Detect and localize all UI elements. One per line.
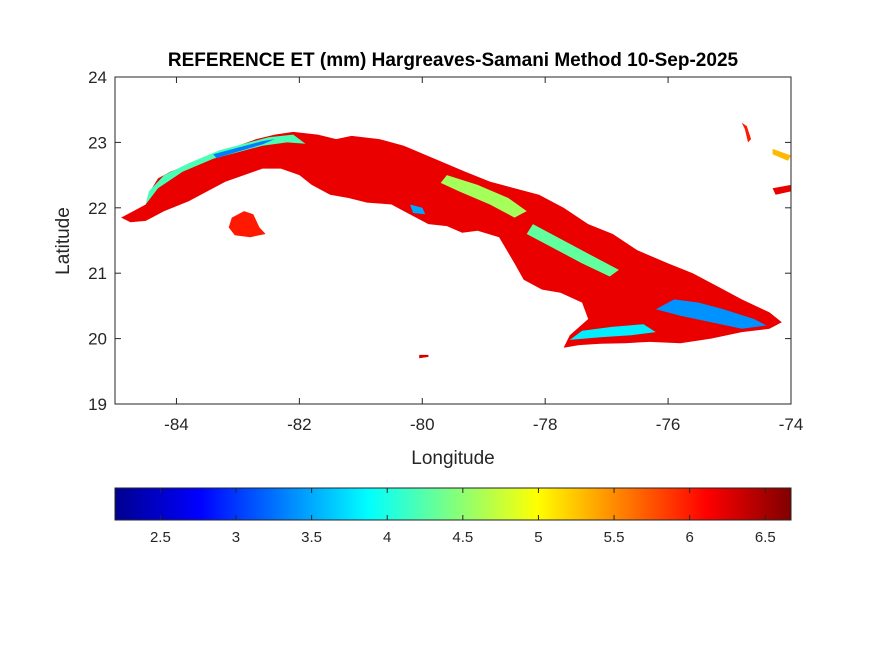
region-sierra-maestra-cool [569,324,656,340]
region-northwest-coast-coolest [213,139,275,159]
x-tick-label: -78 [533,415,558,434]
x-axis-ticks: -84 -82 -80 -78 -76 -74 [164,77,803,434]
colorbar-tick-label: 3.5 [301,529,322,546]
y-tick-label: 23 [88,133,107,152]
region-eastern-mountains-cool [655,299,767,329]
y-tick-label: 20 [88,330,107,349]
colorbar-tick-label: 5.5 [604,529,625,546]
y-tick-label: 24 [88,68,107,87]
x-axis-label: Longitude [411,448,494,469]
x-tick-label: -82 [287,415,312,434]
colorbar-ticks: 2.5 3 3.5 4 4.5 5 5.5 6 6.5 [150,488,776,546]
plot-area [115,77,791,404]
y-axis-label: Latitude [53,207,74,275]
region-south-small-cay [419,354,429,359]
region-northwest-coast-cool-band [145,134,306,205]
region-central-north-cool [440,175,527,218]
colorbar-tick-label: 4.5 [452,529,473,546]
x-tick-label: -76 [656,415,681,434]
region-isla-de-la-juventud [228,211,266,238]
region-western-island [121,131,782,348]
colorbar-tick-label: 2.5 [150,529,171,546]
y-axis-ticks: 19 20 21 22 23 24 [88,68,791,414]
y-tick-label: 19 [88,395,107,414]
map-layer [121,122,791,359]
axes-box [114,76,792,405]
region-cayo-east-2 [772,148,791,161]
x-tick-label: -84 [164,415,189,434]
colorbar-tick-label: 4 [383,529,391,546]
colorbar-tick-label: 6.5 [755,529,776,546]
region-central-cool-spot [410,204,426,215]
region-cayo-east-3 [772,184,791,195]
y-tick-label: 22 [88,199,107,218]
colorbar-tick-label: 6 [686,529,694,546]
map-title: REFERENCE ET (mm) Hargreaves-Samani Meth… [168,50,739,71]
x-tick-label: -80 [410,415,435,434]
y-tick-label: 21 [88,264,107,283]
region-cayo-east-1 [741,122,752,143]
colorbar-tick-label: 5 [534,529,542,546]
region-eastern-central-cool [526,224,619,277]
x-tick-label: -74 [779,415,804,434]
colorbar [114,487,792,521]
colorbar-tick-label: 3 [232,529,240,546]
